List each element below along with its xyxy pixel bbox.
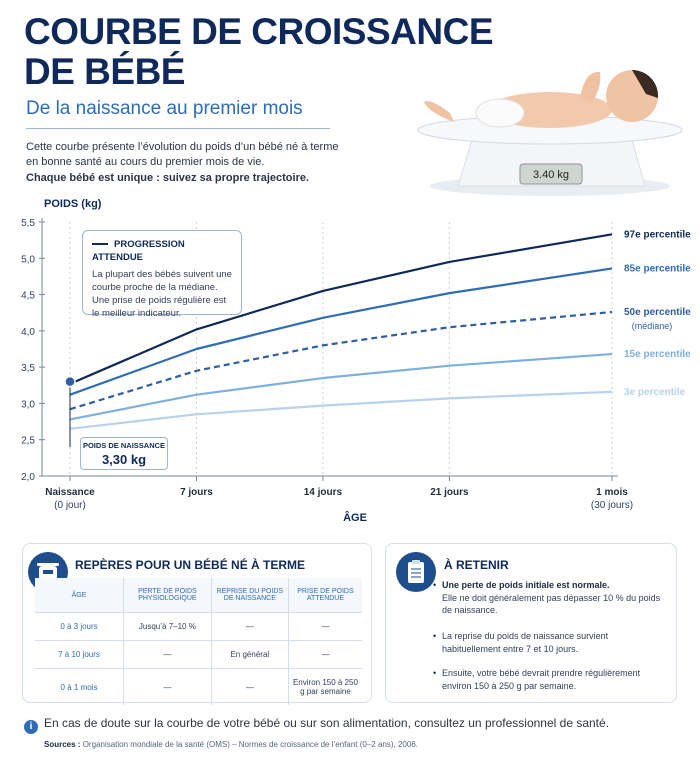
table-row: 0 à 3 jours Jusqu’à 7–10 % — — (35, 612, 362, 641)
cell: En général (211, 640, 289, 669)
bullet-text: La reprise du poids de naissance survien… (442, 631, 609, 654)
y-tick-label: 2,5 (21, 436, 35, 447)
series-line (69, 310, 613, 411)
intro: Cette courbe présente l’évolution du poi… (26, 140, 346, 186)
legend-note: (médiane) (632, 321, 673, 331)
y-tick-label: 4,0 (21, 327, 35, 338)
cell: Jusqu’à 7–10 % (123, 612, 212, 641)
x-tick-sublabel: (30 jours) (591, 500, 633, 511)
cell: — (211, 612, 289, 641)
x-tick-label: 21 jours (430, 487, 469, 498)
series-line (69, 267, 613, 396)
header-cell: PRISE DE POIDS ATTENDUE (288, 578, 362, 613)
intro-text: Cette courbe présente l’évolution du poi… (26, 141, 339, 168)
cell: — (211, 668, 289, 705)
x-axis-title: ÂGE (343, 511, 367, 524)
cell: — (123, 668, 212, 705)
bullet: Ensuite, votre bébé devrait prendre régu… (433, 667, 664, 692)
table-header: ÂGE PERTE DE POIDS PHYSIOLOGIQUE REPRISE… (35, 578, 362, 613)
bullet-bold: Une perte de poids initiale est normale. (442, 580, 610, 590)
sources-label: Sources : (44, 740, 81, 749)
icon-graphic (408, 560, 424, 583)
birth-point (64, 375, 76, 388)
intro-bold: Chaque bébé est unique : suivez sa propr… (26, 172, 310, 184)
icon-graphic (37, 563, 59, 580)
retenir-panel: À RETENIR Une perte de poids initiale es… (385, 543, 677, 703)
x-tick-label: 14 jours (304, 487, 343, 498)
birth-value: 3,30 kg (101, 452, 147, 467)
x-tick-sublabel: (0 jour) (54, 500, 86, 511)
table-row: 7 à 10 jours — En général — (35, 640, 362, 669)
baby-hair (632, 69, 659, 98)
legend-label: 3e percentile (624, 387, 686, 398)
series-line (69, 233, 613, 385)
table-title: REPÈRES POUR UN BÉBÉ NÉ À TERME (75, 558, 306, 572)
table: ÂGE PERTE DE POIDS PHYSIOLOGIQUE REPRISE… (35, 578, 362, 705)
series-line (69, 390, 613, 430)
cell: 0 à 3 jours (35, 612, 124, 641)
x-tick-label: 1 mois (596, 487, 628, 498)
baby-leg (424, 101, 454, 122)
legend-label: 15e percentile (624, 349, 691, 360)
cell: 7 à 10 jours (35, 640, 124, 669)
callout-text: La plupart des bébés suivent une courbe … (92, 269, 232, 319)
title-line: COURBE DE CROISSANCE (24, 11, 494, 52)
callout: PROGRESSION ATTENDUE La plupart des bébé… (82, 230, 242, 319)
retenir-title: À RETENIR (444, 558, 509, 572)
baby-arm (580, 71, 601, 102)
bullet: Une perte de poids initiale est normale.… (433, 579, 664, 617)
title-line: DE BÉBÉ (24, 51, 185, 92)
legend-label: 85e percentile (624, 263, 691, 274)
callout-title: PROGRESSION ATTENDUE (92, 238, 232, 264)
cell: Environ 150 à 250 g par semaine (288, 668, 362, 705)
sources: Sources : Organisation mondiale de la sa… (44, 740, 418, 749)
table-row: 0 à 1 mois — — Environ 150 à 250 g par s… (35, 668, 362, 705)
y-tick-label: 4,5 (21, 291, 35, 302)
scale-display (519, 163, 583, 185)
header-cell: ÂGE (35, 578, 124, 613)
header-cell: PERTE DE POIDS PHYSIOLOGIQUE (123, 578, 212, 613)
y-tick-label: 2,0 (21, 472, 35, 483)
cell: — (288, 612, 362, 641)
y-axis-title: POIDS (kg) (44, 198, 102, 210)
y-tick-label: 3,5 (21, 363, 35, 374)
cell: 0 à 1 mois (35, 668, 124, 705)
bullet-text: Ensuite, votre bébé devrait prendre régu… (442, 668, 641, 691)
bullet: La reprise du poids de naissance survien… (433, 630, 664, 655)
diaper (475, 98, 525, 128)
scale-reading: 3.40 kg (533, 169, 569, 181)
footer-note: i En cas de doute sur la courbe de votre … (24, 716, 609, 734)
bullet-text: Elle ne doit généralement pas dépasser 1… (442, 592, 661, 616)
sources-text: Organisation mondiale de la santé (OMS) … (82, 740, 418, 749)
y-tick-label: 3,0 (21, 399, 35, 410)
birth-title: POIDS DE NAISSANCE (82, 441, 166, 450)
header-cell: REPRISE DU POIDS DE NAISSANCE (211, 578, 289, 613)
legend-label: 97e percentile (624, 229, 691, 240)
clipboard-icon (396, 552, 436, 592)
illustration: 3.40 kg (417, 69, 683, 196)
title: COURBE DE CROISSANCE DE BÉBÉ (24, 11, 494, 92)
subtitle: De la naissance au premier mois (26, 98, 303, 119)
series-line (69, 352, 613, 421)
legend-label: 50e percentile (624, 307, 691, 318)
y-tick-label: 5,0 (21, 254, 35, 265)
table-panel: REPÈRES POUR UN BÉBÉ NÉ À TERME ÂGE PERT… (22, 543, 372, 705)
birth-box: POIDS DE NAISSANCE 3,30 kg (80, 437, 168, 470)
info-icon: i (24, 720, 38, 734)
y-tick-label: 5,5 (21, 218, 35, 229)
chart: POIDS (kg) ÂGE 2,0 2,5 3,0 3,5 4,0 4,5 5,0 5,5 N… (21, 198, 691, 524)
cell: — (288, 640, 362, 669)
note-text: En cas de doute sur la courbe de votre b… (44, 716, 610, 730)
divider (26, 128, 330, 129)
x-tick-label: Naissance (45, 487, 95, 498)
x-tick-label: 7 jours (180, 487, 213, 498)
cell: — (123, 640, 212, 669)
